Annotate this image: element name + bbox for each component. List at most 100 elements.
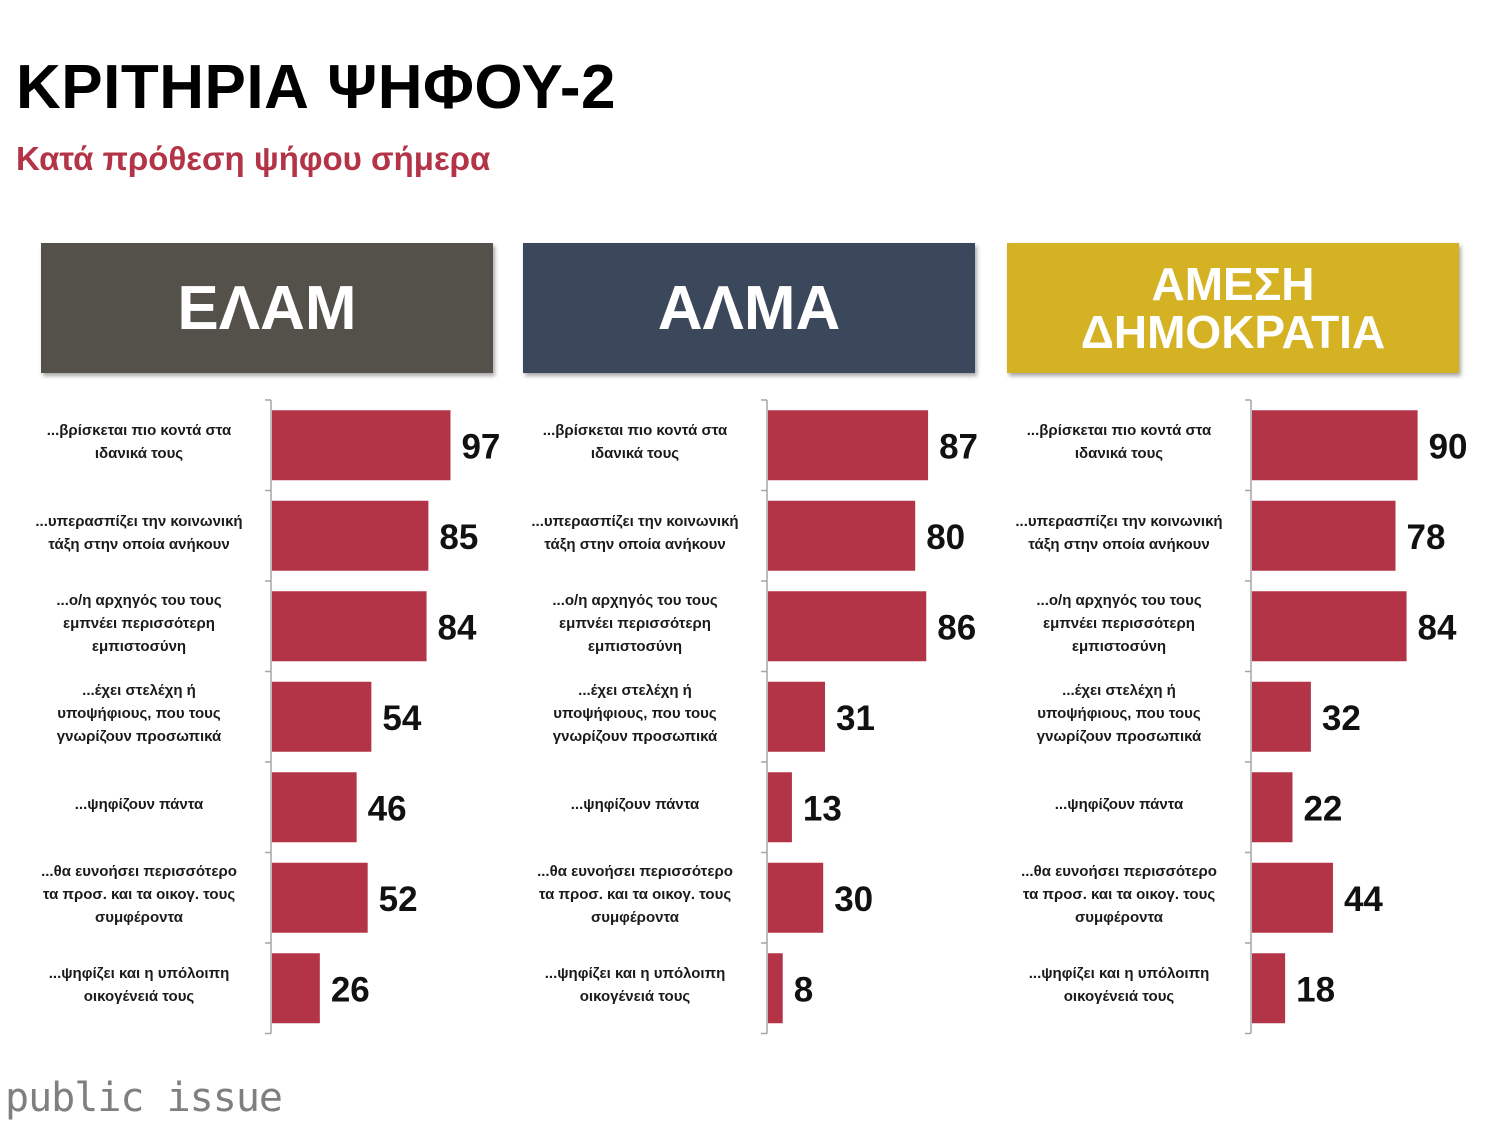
category-label-line: εμπνέει περισσότερη (1043, 614, 1195, 632)
bar (768, 862, 824, 933)
data-label: 46 (368, 789, 407, 828)
category-label: ...θα ευνοήσει περισσότερο τα προσ. και τ… (999, 860, 1239, 929)
category-label: ...υπερασπίζει την κοινωνική τάξη στην οπ… (19, 510, 259, 556)
panel-header-elam: ΕΛΑΜ (41, 243, 493, 373)
data-label: 52 (379, 880, 418, 919)
category-label-line: ...ψηφίζει και η υπόλοιπη (1028, 965, 1210, 983)
data-label: 87 (939, 427, 978, 466)
category-label-line: ...θα ευνοήσει περισσότερο (1021, 863, 1217, 881)
chart-alma: 87 80 86 31 13 30 8 ...βρίσκεται πιο κοντά στα ι… (511, 395, 991, 1040)
bar (1252, 591, 1407, 662)
data-label: 31 (836, 699, 875, 738)
category-label: ...έχει στελέχη ή υποψήφιους, που τους γνω… (999, 679, 1239, 748)
category-label-line: ...ψηφίζουν πάντα (74, 795, 204, 813)
bar (768, 591, 927, 662)
category-label-line: συμφέροντα (95, 909, 183, 927)
category-label-line: ...υπερασπίζει την κοινωνική (531, 512, 739, 530)
category-label: ...ψηφίζουν πάντα (999, 793, 1239, 816)
category-label: ...υπερασπίζει την κοινωνική τάξη στην οπ… (999, 510, 1239, 556)
data-label: 13 (803, 789, 842, 828)
panel-header-text: ΑΜΕΣΗ ΔΗΜΟΚΡΑΤΙΑ (1081, 260, 1385, 356)
chart-amesi-dimokratia: 90 78 84 32 22 44 18 ...βρίσκεται πιο κοντά στα… (995, 395, 1475, 1040)
category-label-line: εμπνέει περισσότερη (559, 614, 711, 632)
bar (272, 410, 451, 481)
category-label: ...ο/η αρχηγός του τους εμπνέει περισσότε… (515, 589, 755, 658)
category-label-line: τα προσ. και τα οικογ. τους (42, 886, 236, 904)
bar (272, 681, 372, 752)
category-label: ...έχει στελέχη ή υποψήφιους, που τους γνω… (19, 679, 259, 748)
category-label-line: τάξη στην οποία ανήκουν (544, 535, 726, 553)
category-label-line: ...ο/η αρχηγός του τους (552, 591, 718, 609)
category-label-line: οικογένειά τους (1063, 988, 1175, 1006)
category-label: ...ψηφίζει και η υπόλοιπη οικογένειά τους (515, 962, 755, 1008)
category-label: ...θα ευνοήσει περισσότερο τα προσ. και τ… (19, 860, 259, 929)
bar (768, 410, 929, 481)
category-label-line: υποψήφιους, που τους (1037, 705, 1201, 723)
category-label: ...έχει στελέχη ή υποψήφιους, που τους γνω… (515, 679, 755, 748)
data-label: 8 (794, 970, 813, 1009)
bar-chart-svg: 87 80 86 31 13 30 8 (761, 399, 978, 1035)
category-label-line: ...θα ευνοήσει περισσότερο (41, 863, 237, 881)
category-label-line: ...ο/η αρχηγός του τους (1036, 591, 1202, 609)
category-label: ...ψηφίζει και η υπόλοιπη οικογένειά τους (999, 962, 1239, 1008)
bar (768, 681, 826, 752)
category-label-line: ...ψηφίζουν πάντα (570, 795, 700, 813)
category-label-line: υποψήφιους, που τους (57, 705, 221, 723)
page-title: ΚΡΙΤΗΡΙΑ ΨΗΦΟΥ-2 (16, 53, 616, 122)
category-label-line: ...έχει στελέχη ή (1062, 682, 1176, 700)
panel-header-text: ΑΛΜΑ (658, 273, 841, 344)
data-label: 30 (834, 880, 873, 919)
bar (768, 500, 916, 571)
bar-chart-svg: 97 85 84 54 46 52 26 (265, 399, 500, 1035)
page-subtitle: Κατά πρόθεση ψήφου σήμερα (16, 140, 491, 177)
category-label-line: ιδανικά τους (1074, 445, 1164, 463)
category-label-line: ...ψηφίζουν πάντα (1054, 795, 1184, 813)
chart-elam: 97 85 84 54 46 52 26 ...βρίσκεται πιο κοντά στα… (15, 395, 500, 1040)
category-label: ...υπερασπίζει την κοινωνική τάξη στην οπ… (515, 510, 755, 556)
category-label-line: τα προσ. και τα οικογ. τους (1022, 886, 1216, 904)
category-label-line: εμπιστοσύνη (587, 637, 683, 655)
panel-header-line: ΔΗΜΟΚΡΑΤΙΑ (1080, 306, 1386, 358)
bar (768, 772, 792, 843)
bar (1252, 500, 1396, 571)
bar (1252, 862, 1333, 933)
data-label: 86 (937, 608, 976, 647)
category-label-line: οικογένειά τους (579, 988, 691, 1006)
data-label: 80 (926, 518, 965, 557)
category-label-line: γνωρίζουν προσωπικά (1036, 728, 1202, 746)
data-label: 18 (1296, 970, 1335, 1009)
category-label-line: τάξη στην οποία ανήκουν (1028, 535, 1210, 553)
category-label-line: ...βρίσκεται πιο κοντά στα (542, 422, 728, 440)
category-label-line: ...ψηφίζει και η υπόλοιπη (544, 965, 726, 983)
category-label-line: ...υπερασπίζει την κοινωνική (1015, 512, 1223, 530)
panel-header-line: ΑΛΜΑ (657, 273, 841, 343)
category-label-line: οικογένειά τους (83, 988, 195, 1006)
category-label-line: τάξη στην οποία ανήκουν (48, 535, 230, 553)
category-label-line: τα προσ. και τα οικογ. τους (538, 886, 732, 904)
data-label: 32 (1322, 699, 1361, 738)
category-label-line: ...βρίσκεται πιο κοντά στα (1026, 422, 1212, 440)
data-label: 97 (461, 427, 500, 466)
category-label: ...ψηφίζουν πάντα (515, 793, 755, 816)
category-label-line: υποψήφιους, που τους (553, 705, 717, 723)
data-label: 54 (382, 699, 421, 738)
category-label-line: ...ψηφίζει και η υπόλοιπη (48, 965, 230, 983)
bar (272, 862, 368, 933)
panel-header-line: ΑΜΕΣΗ (1151, 258, 1315, 310)
category-label-line: γνωρίζουν προσωπικά (56, 728, 222, 746)
category-label-line: εμπιστοσύνη (91, 637, 187, 655)
data-label: 85 (439, 518, 478, 557)
category-label-line: ...έχει στελέχη ή (82, 682, 196, 700)
panel-header-alma: ΑΛΜΑ (523, 243, 975, 373)
data-label: 84 (1418, 608, 1457, 647)
public-issue-logo: public issue (5, 1075, 283, 1121)
bar (272, 500, 429, 571)
bar (1252, 772, 1293, 843)
data-label: 44 (1344, 880, 1383, 919)
data-label: 78 (1407, 518, 1446, 557)
category-label-line: συμφέροντα (1075, 909, 1163, 927)
bar (768, 953, 783, 1024)
category-label-line: ...υπερασπίζει την κοινωνική (35, 512, 243, 530)
category-label: ...βρίσκεται πιο κοντά στα ιδανικά τους (19, 419, 259, 465)
bar (1252, 410, 1418, 481)
